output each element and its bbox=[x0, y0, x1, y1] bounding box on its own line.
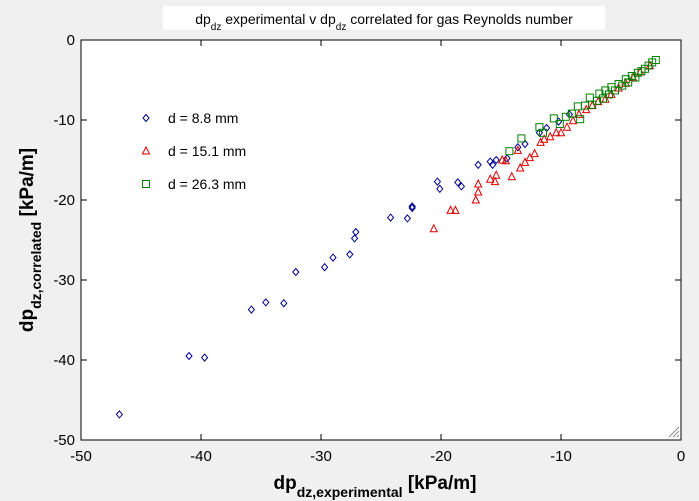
data-point bbox=[350, 234, 359, 243]
data-point bbox=[651, 56, 660, 64]
data-point bbox=[576, 115, 585, 124]
data-point bbox=[562, 122, 572, 131]
data-point bbox=[446, 205, 455, 214]
data-point bbox=[551, 127, 561, 137]
data-point bbox=[514, 142, 522, 152]
data-point bbox=[471, 194, 481, 204]
data-point bbox=[539, 134, 549, 143]
data-point bbox=[408, 202, 416, 211]
data-point bbox=[200, 353, 209, 362]
data-point bbox=[574, 109, 584, 118]
x-tick-label: -30 bbox=[310, 448, 332, 465]
axis-ticks: -50 -40 -30 -20 -10 0 0 -10 -20 -30 -40 -50 bbox=[53, 32, 685, 465]
data-point bbox=[555, 120, 564, 128]
data-point bbox=[488, 160, 497, 170]
legend: d = 8.8 mm d = 15.1 mm d = 26.3 mm bbox=[141, 110, 246, 192]
data-point bbox=[549, 114, 558, 123]
series-1 bbox=[115, 110, 574, 419]
data-point bbox=[429, 223, 439, 233]
legend-marker bbox=[142, 180, 150, 188]
data-point bbox=[521, 139, 529, 149]
data-point bbox=[292, 267, 300, 277]
y-tick-label: -50 bbox=[53, 432, 75, 449]
series-3 bbox=[505, 56, 660, 156]
data-point bbox=[454, 178, 462, 187]
legend-marker bbox=[141, 145, 151, 155]
data-point bbox=[530, 148, 539, 158]
data-point bbox=[457, 182, 466, 191]
legend-marker bbox=[142, 113, 150, 123]
data-point bbox=[436, 184, 444, 194]
data-point bbox=[539, 128, 547, 137]
data-point bbox=[451, 205, 460, 214]
data-series bbox=[115, 56, 660, 419]
y-tick-label: -10 bbox=[53, 112, 75, 129]
data-point bbox=[115, 410, 124, 419]
data-point bbox=[503, 154, 511, 163]
y-tick-label: -20 bbox=[53, 192, 75, 209]
data-point bbox=[433, 177, 442, 186]
data-point bbox=[473, 186, 483, 196]
legend-label: d = 15.1 mm bbox=[168, 143, 246, 159]
x-tick-label: 0 bbox=[677, 448, 685, 465]
x-tick-label: -40 bbox=[190, 448, 212, 465]
data-point bbox=[247, 305, 256, 314]
plot-area bbox=[80, 39, 682, 441]
y-tick-label: -40 bbox=[53, 352, 75, 369]
data-point bbox=[474, 160, 482, 170]
x-tick-label: -20 bbox=[430, 448, 452, 465]
data-point bbox=[403, 214, 412, 223]
chart-title: dpdz experimental v dpdz correlated for … bbox=[195, 11, 573, 33]
data-point bbox=[567, 109, 576, 118]
data-point bbox=[262, 298, 270, 307]
data-point bbox=[346, 250, 354, 259]
data-point bbox=[568, 115, 578, 125]
data-point bbox=[491, 170, 501, 179]
legend-label: d = 8.8 mm bbox=[168, 110, 238, 126]
data-point bbox=[507, 171, 517, 181]
data-point bbox=[492, 155, 500, 165]
data-point bbox=[320, 262, 329, 272]
title-background bbox=[163, 6, 605, 30]
x-tick-label: -50 bbox=[70, 448, 92, 465]
data-point bbox=[631, 73, 640, 82]
data-point bbox=[352, 227, 360, 237]
data-point bbox=[501, 155, 511, 165]
data-point bbox=[505, 147, 514, 156]
data-point bbox=[386, 213, 395, 222]
x-tick-label: -10 bbox=[550, 448, 572, 465]
data-point bbox=[473, 178, 483, 188]
data-point bbox=[280, 298, 288, 308]
y-axis-title: dpdz,correlated [kPa/m] bbox=[17, 148, 44, 332]
data-point bbox=[520, 157, 530, 166]
data-point bbox=[329, 253, 337, 262]
y-tick-label: 0 bbox=[67, 32, 75, 49]
data-point bbox=[515, 162, 525, 172]
data-point bbox=[517, 134, 526, 143]
data-point bbox=[556, 127, 566, 137]
x-axis-title: dpdz,experimental [kPa/m] bbox=[274, 473, 477, 500]
data-point bbox=[490, 176, 500, 186]
y-tick-label: -30 bbox=[53, 272, 75, 289]
data-point bbox=[513, 145, 523, 154]
legend-label: d = 26.3 mm bbox=[168, 176, 246, 192]
data-point bbox=[185, 351, 193, 361]
resize-grip-icon[interactable] bbox=[668, 426, 680, 438]
